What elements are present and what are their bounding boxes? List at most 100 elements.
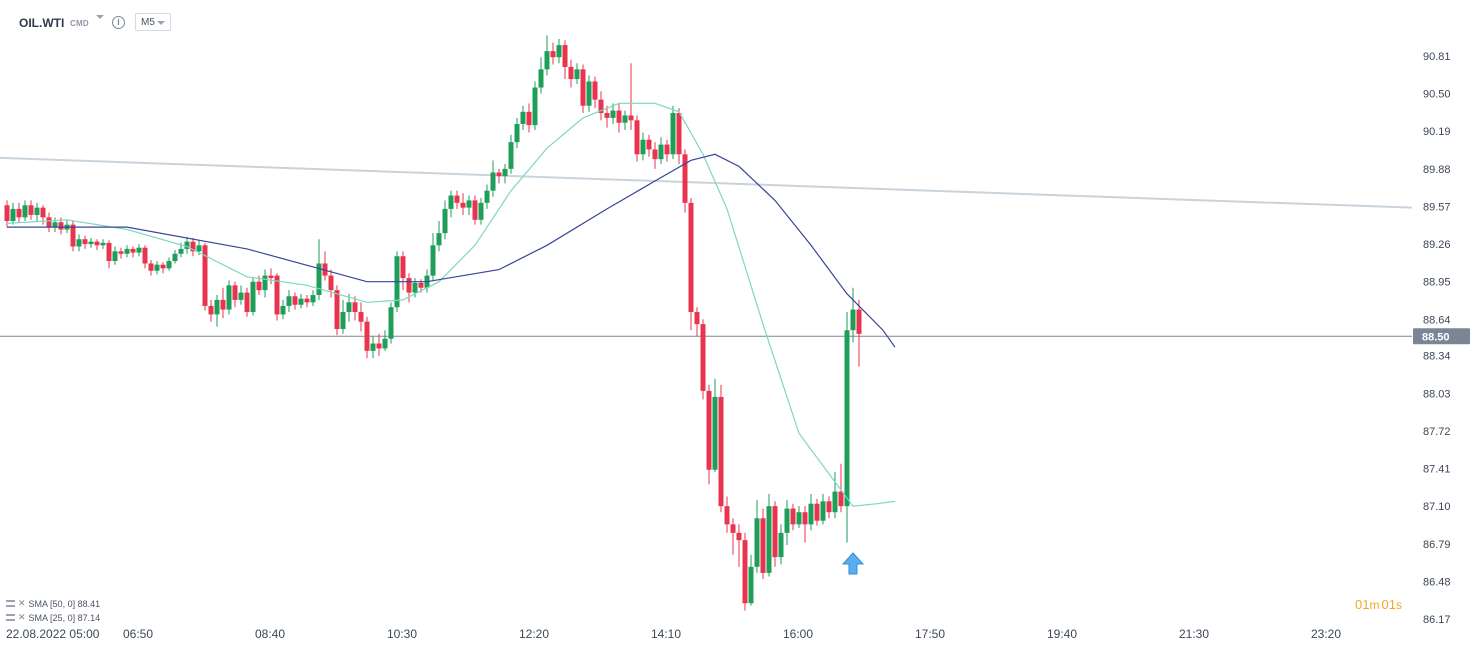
candle-bearish[interactable] xyxy=(688,197,694,331)
candle-bullish[interactable] xyxy=(640,132,646,161)
candle-bullish[interactable] xyxy=(184,236,190,254)
candle-bearish[interactable] xyxy=(550,42,556,65)
candle-bearish[interactable] xyxy=(496,168,502,184)
candle-bearish[interactable] xyxy=(856,299,862,367)
settings-icon[interactable] xyxy=(6,600,15,607)
candle-bearish[interactable] xyxy=(772,501,778,567)
candle-bullish[interactable] xyxy=(52,217,58,232)
candle-bullish[interactable] xyxy=(298,293,304,309)
candle-bearish[interactable] xyxy=(700,319,706,400)
candle-bearish[interactable] xyxy=(208,299,214,322)
candle-bearish[interactable] xyxy=(580,64,586,114)
candle-bearish[interactable] xyxy=(220,287,226,319)
candle-bullish[interactable] xyxy=(250,276,256,316)
candle-bullish[interactable] xyxy=(442,200,448,240)
candle-bearish[interactable] xyxy=(142,245,148,269)
candle-bearish[interactable] xyxy=(94,239,100,251)
candle-bullish[interactable] xyxy=(766,494,772,577)
candle-bearish[interactable] xyxy=(838,463,844,513)
indicator-legend-sma25[interactable]: ✕ SMA [25, 0] 87.14 xyxy=(6,612,100,623)
timeframe-selector[interactable]: M5 xyxy=(135,13,171,31)
candle-bearish[interactable] xyxy=(634,115,640,162)
candle-bullish[interactable] xyxy=(10,202,16,225)
candle-bearish[interactable] xyxy=(652,142,658,169)
candle-bullish[interactable] xyxy=(22,200,28,222)
candle-bullish[interactable] xyxy=(502,163,508,184)
candle-bullish[interactable] xyxy=(778,524,784,565)
candle-bearish[interactable] xyxy=(598,91,604,121)
candle-bearish[interactable] xyxy=(46,212,52,232)
candle-bullish[interactable] xyxy=(436,221,442,252)
candle-bearish[interactable] xyxy=(694,307,700,337)
candle-bullish[interactable] xyxy=(712,378,718,473)
candle-bullish[interactable] xyxy=(430,233,436,281)
source-dropdown-chevron-icon[interactable] xyxy=(96,15,104,19)
candle-bearish[interactable] xyxy=(4,200,10,228)
candle-bearish[interactable] xyxy=(628,63,634,131)
candle-bearish[interactable] xyxy=(562,40,568,80)
candle-bullish[interactable] xyxy=(340,299,346,334)
candle-bearish[interactable] xyxy=(724,496,730,533)
candle-bullish[interactable] xyxy=(658,137,664,164)
candle-bullish[interactable] xyxy=(88,238,94,248)
candle-bearish[interactable] xyxy=(328,269,334,298)
candle-bullish[interactable] xyxy=(808,494,814,531)
candle-bullish[interactable] xyxy=(556,39,562,64)
candle-bullish[interactable] xyxy=(214,295,220,327)
candle-bearish[interactable] xyxy=(646,134,652,157)
candle-bearish[interactable] xyxy=(268,268,274,285)
candle-bullish[interactable] xyxy=(622,110,628,131)
candle-bullish[interactable] xyxy=(754,500,760,573)
candle-bullish[interactable] xyxy=(670,105,676,160)
candle-bullish[interactable] xyxy=(484,184,490,209)
candle-bearish[interactable] xyxy=(322,251,328,281)
candle-bearish[interactable] xyxy=(70,221,76,252)
candle-bearish[interactable] xyxy=(190,238,196,257)
candle-bearish[interactable] xyxy=(604,105,610,128)
candle-bullish[interactable] xyxy=(574,63,580,84)
candle-bullish[interactable] xyxy=(490,160,496,197)
candle-bearish[interactable] xyxy=(718,384,724,513)
candle-bullish[interactable] xyxy=(346,293,352,322)
candle-bullish[interactable] xyxy=(538,57,544,94)
candle-bearish[interactable] xyxy=(460,193,466,215)
candle-bullish[interactable] xyxy=(586,75,592,112)
candle-bearish[interactable] xyxy=(592,76,598,109)
candle-bearish[interactable] xyxy=(244,287,250,317)
candle-bearish[interactable] xyxy=(364,316,370,359)
candle-bullish[interactable] xyxy=(112,246,118,265)
candle-bullish[interactable] xyxy=(520,105,526,131)
candle-bearish[interactable] xyxy=(130,246,136,258)
candle-bullish[interactable] xyxy=(286,290,292,313)
candle-bullish[interactable] xyxy=(136,244,142,257)
candle-bearish[interactable] xyxy=(826,496,832,519)
candle-bearish[interactable] xyxy=(202,242,208,311)
candle-bullish[interactable] xyxy=(76,234,82,252)
candle-bullish[interactable] xyxy=(64,219,70,234)
candle-bullish[interactable] xyxy=(100,239,106,249)
candle-bearish[interactable] xyxy=(616,103,622,133)
candle-bearish[interactable] xyxy=(526,103,532,133)
candle-bullish[interactable] xyxy=(478,197,484,225)
candle-bearish[interactable] xyxy=(82,235,88,249)
trendline[interactable] xyxy=(0,156,1413,209)
candle-bearish[interactable] xyxy=(472,195,478,225)
candle-bullish[interactable] xyxy=(226,280,232,315)
indicator-legend-sma50[interactable]: ✕ SMA [50, 0] 88.41 xyxy=(6,598,100,609)
candle-bearish[interactable] xyxy=(106,240,112,269)
candle-bearish[interactable] xyxy=(568,59,574,88)
candle-bullish[interactable] xyxy=(154,261,160,275)
candle-bullish[interactable] xyxy=(262,269,268,298)
candle-bearish[interactable] xyxy=(304,295,310,308)
candle-bearish[interactable] xyxy=(16,202,22,223)
candle-bearish[interactable] xyxy=(736,524,742,567)
candle-bearish[interactable] xyxy=(706,384,712,485)
candle-bearish[interactable] xyxy=(454,190,460,209)
candle-bullish[interactable] xyxy=(508,134,514,174)
candle-bearish[interactable] xyxy=(28,200,34,220)
candle-bullish[interactable] xyxy=(448,190,454,218)
settings-icon[interactable] xyxy=(6,614,15,621)
candle-bullish[interactable] xyxy=(544,35,550,76)
candle-bearish[interactable] xyxy=(730,518,736,555)
remove-indicator-icon[interactable]: ✕ xyxy=(18,598,26,608)
